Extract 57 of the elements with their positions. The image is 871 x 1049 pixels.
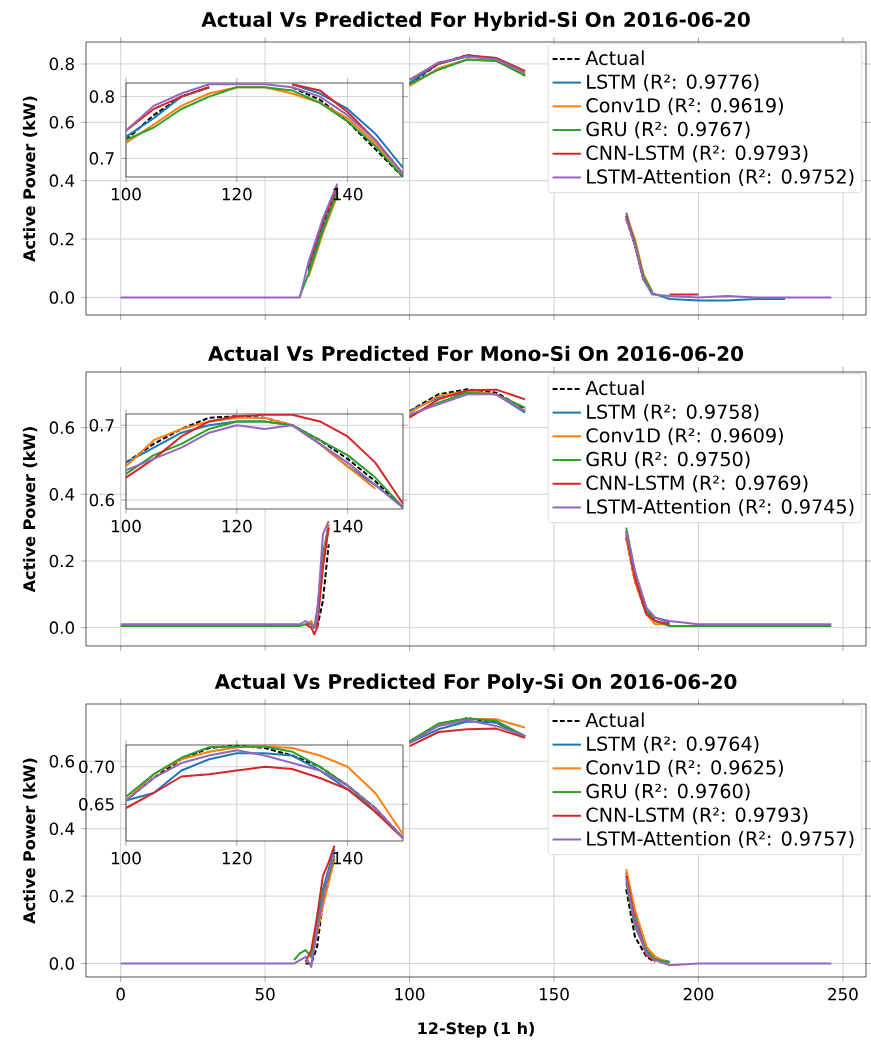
y-tick-label: 0.65 [79, 797, 114, 811]
legend-label: CNN-LSTM (R²: 0.9769) [586, 475, 808, 493]
legend-label: LSTM-Attention (R²: 0.9757) [587, 830, 854, 849]
x-tick-label: 100 [111, 519, 141, 533]
chart-title: Actual Vs Predicted For Mono-Si On 2016-06-20 [208, 345, 744, 362]
y-axis-title: Active Power (kW) [22, 758, 38, 924]
x-tick-label: 200 [683, 987, 714, 1001]
x-axis-title: 12-Step (1 h) [418, 1021, 534, 1038]
y-axis-title: Active Power (kW) [22, 427, 38, 593]
y-tick-label: 0.7 [89, 418, 114, 432]
legend-label: LSTM-Attention (R²: 0.9752) [587, 168, 854, 187]
x-tick-label: 250 [828, 987, 858, 1001]
legend-label: LSTM (R²: 0.9758) [587, 404, 759, 422]
y-tick-label: 0.4 [49, 822, 75, 836]
chart-title: Actual Vs Predicted For Poly-Si On 2016-06-20 [214, 673, 737, 694]
y-tick-label: 0.6 [49, 115, 75, 129]
y-tick-label: 0.6 [89, 493, 115, 507]
legend-label: Actual [585, 50, 644, 66]
legend-label: LSTM (R²: 0.9764) [587, 736, 759, 754]
y-tick-label: 0.2 [49, 554, 74, 568]
y-tick-label: 0.0 [49, 291, 75, 304]
y-tick-label: 0.2 [49, 889, 74, 903]
legend-label: CNN-LSTM (R²: 0.9793) [586, 807, 808, 825]
x-tick-label: 0 [116, 987, 125, 1001]
legend-label: LSTM-Attention (R²: 0.9745) [587, 498, 854, 517]
legend-label: LSTM (R²: 0.9776) [587, 74, 759, 92]
x-tick-label: 140 [333, 519, 363, 533]
legend-label: Conv1D (R²: 0.9625) [586, 759, 783, 777]
x-tick-label: 100 [395, 987, 425, 1001]
x-tick-label: 50 [255, 987, 275, 1001]
x-tick-label: 120 [222, 851, 252, 865]
x-tick-label: 120 [222, 519, 252, 533]
x-tick-label: 120 [222, 187, 252, 201]
legend-label: GRU (R²: 0.9760) [586, 783, 750, 801]
y-tick-label: 0.70 [79, 760, 115, 774]
legend-label: Conv1D (R²: 0.9609) [586, 427, 783, 445]
y-tick-label: 0.0 [49, 621, 75, 634]
y-tick-label: 0.8 [89, 90, 114, 103]
x-tick-label: 100 [111, 851, 141, 865]
y-tick-label: 0.4 [49, 488, 75, 501]
legend-label: Actual [585, 380, 644, 396]
legend-label: CNN-LSTM (R²: 0.9793) [586, 145, 808, 163]
x-tick-label: 150 [539, 987, 569, 1001]
legend-label: Actual [585, 712, 644, 728]
legend-label: GRU (R²: 0.9767) [586, 121, 750, 139]
chart-title: Actual Vs Predicted For Hybrid-Si On 2016-06-20 [201, 11, 750, 32]
y-tick-label: 0.0 [49, 957, 75, 970]
y-tick-label: 0.7 [89, 152, 114, 165]
legend-label: Conv1D (R²: 0.9619) [586, 97, 783, 115]
y-tick-label: 0.8 [49, 57, 74, 71]
x-tick-label: 100 [111, 187, 141, 201]
y-tick-label: 0.6 [49, 421, 75, 434]
y-tick-label: 0.4 [49, 174, 75, 187]
y-tick-label: 0.2 [49, 232, 74, 246]
y-axis-title: Active Power (kW) [22, 96, 38, 262]
y-tick-label: 0.6 [49, 754, 75, 768]
legend-label: GRU (R²: 0.9750) [586, 451, 750, 469]
